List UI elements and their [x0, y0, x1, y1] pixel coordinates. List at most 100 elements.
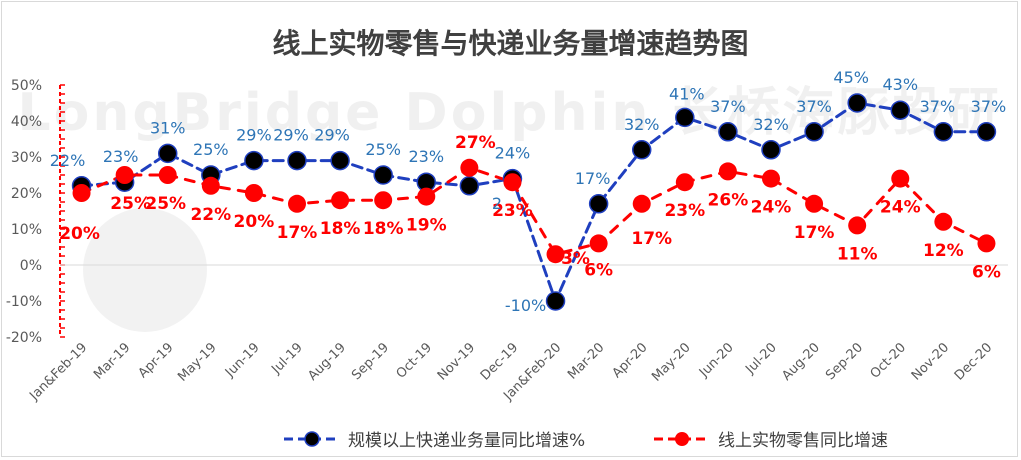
data-label-series1: 43%	[882, 75, 918, 94]
x-tick-label: Jan&Feb-19	[26, 340, 90, 404]
data-label-series1: 24%	[495, 144, 531, 163]
data-label-series2: 6%	[584, 260, 613, 280]
series1-point	[761, 140, 781, 160]
series1-point	[244, 150, 264, 171]
x-tick-label: Jun-20	[696, 340, 737, 381]
x-tick-label: Nov-20	[909, 340, 952, 383]
series1-point	[287, 150, 307, 171]
watermark-logo	[83, 208, 207, 332]
series2-point	[675, 173, 694, 192]
y-tick-label: 0%	[20, 258, 42, 274]
data-label-series1: 37%	[920, 97, 956, 116]
series2-point	[374, 191, 393, 210]
series1-point	[847, 93, 867, 113]
x-tick-label: Apr-19	[136, 340, 177, 381]
x-tick-label: Dec-20	[952, 340, 995, 383]
series1-point	[718, 122, 738, 142]
data-label-series2: 22%	[190, 205, 231, 225]
series2-point	[805, 194, 824, 213]
series-line-1	[80, 101, 988, 306]
data-label-series2: 23%	[492, 201, 533, 221]
x-tick-label: Apr-20	[610, 340, 651, 381]
series-line-2	[80, 166, 988, 256]
series1-point	[976, 122, 997, 142]
data-label-series2: 27%	[455, 133, 496, 153]
series2-point	[115, 166, 134, 184]
y-tick-label: 40%	[11, 114, 42, 130]
data-label-series2: 18%	[363, 219, 404, 239]
data-label-series1: 25%	[365, 140, 401, 159]
series2-point	[934, 212, 953, 231]
series2-point	[331, 191, 350, 210]
data-label-series2: 24%	[880, 198, 921, 218]
data-label-series2: 24%	[751, 198, 792, 218]
y-tick-label: 30%	[11, 150, 42, 166]
series1-point	[545, 291, 566, 311]
y-tick-label: 10%	[11, 222, 42, 238]
series1-point	[933, 122, 954, 142]
series2-point	[977, 234, 996, 253]
data-label-series2: 23%	[664, 201, 705, 221]
data-label-series1: 23%	[103, 147, 139, 166]
series2-point	[848, 216, 867, 235]
chart-title: 线上实物零售与快递业务量增速趋势图	[272, 27, 749, 60]
data-label-series2: 12%	[923, 241, 964, 261]
series1-point	[804, 122, 824, 142]
data-label-series1: 29%	[236, 126, 272, 145]
x-tick-label: Jul-19	[268, 340, 305, 377]
data-label-series2: 17%	[631, 229, 672, 249]
x-tick-label: Oct-19	[394, 340, 436, 382]
series1-point	[373, 165, 393, 185]
series2-point	[546, 245, 565, 264]
data-label-series2: 20%	[59, 224, 100, 244]
series1-point	[631, 140, 652, 160]
y-tick-label: 50%	[11, 78, 42, 94]
series2-point	[718, 162, 737, 181]
x-tick-label: Jun-19	[222, 340, 263, 381]
series1-point	[675, 107, 695, 128]
x-tick-label: Mar-20	[565, 340, 607, 382]
series2-point	[891, 169, 910, 188]
x-tick-label: May-20	[649, 340, 693, 384]
x-tick-label: Aug-20	[779, 340, 823, 384]
series2-point	[201, 176, 220, 195]
data-label-series1: 31%	[150, 118, 186, 137]
series2-point	[589, 234, 608, 253]
x-tick-label: Nov-19	[435, 340, 478, 383]
legend-item-series1: 规模以上快递业务量同比增速%	[282, 426, 585, 451]
data-label-series2: 6%	[972, 262, 1001, 282]
data-label-series1: 37%	[796, 97, 832, 116]
data-label-series2: 18%	[320, 219, 361, 239]
series2-point	[460, 158, 479, 177]
data-label-series1: 32%	[753, 115, 789, 134]
series2-point	[72, 184, 91, 202]
x-tick-label: Sep-20	[823, 340, 866, 383]
data-label-series2: 3%	[561, 249, 590, 269]
data-label-series1: 17%	[575, 169, 611, 188]
series1-point	[890, 100, 911, 120]
series2-point	[158, 166, 177, 184]
data-label-series1: 22%	[50, 151, 86, 170]
series2-point	[244, 184, 263, 202]
data-label-series2: 17%	[277, 223, 318, 243]
series1-point	[157, 143, 178, 164]
series1-point	[459, 176, 480, 196]
data-label-series1: -10%	[505, 296, 546, 315]
data-label-series2: 19%	[406, 216, 447, 236]
x-tick-label: Aug-19	[305, 340, 349, 384]
legend-label-series2: 线上实物零售同比增速	[718, 431, 888, 451]
data-label-series1-partial: 2	[492, 194, 502, 213]
y-tick-label: -10%	[6, 294, 42, 310]
data-label-series1: 29%	[314, 126, 350, 145]
series2-point	[632, 194, 651, 213]
data-label-series1: 41%	[669, 84, 705, 103]
x-tick-label: May-19	[175, 340, 219, 384]
x-tick-label: Oct-20	[868, 340, 910, 382]
data-label-series1: 32%	[624, 115, 660, 134]
series2-point	[762, 169, 780, 188]
series2-point	[417, 187, 436, 206]
x-tick-label: Dec-19	[478, 340, 521, 383]
y-tick-label: 20%	[11, 186, 42, 202]
